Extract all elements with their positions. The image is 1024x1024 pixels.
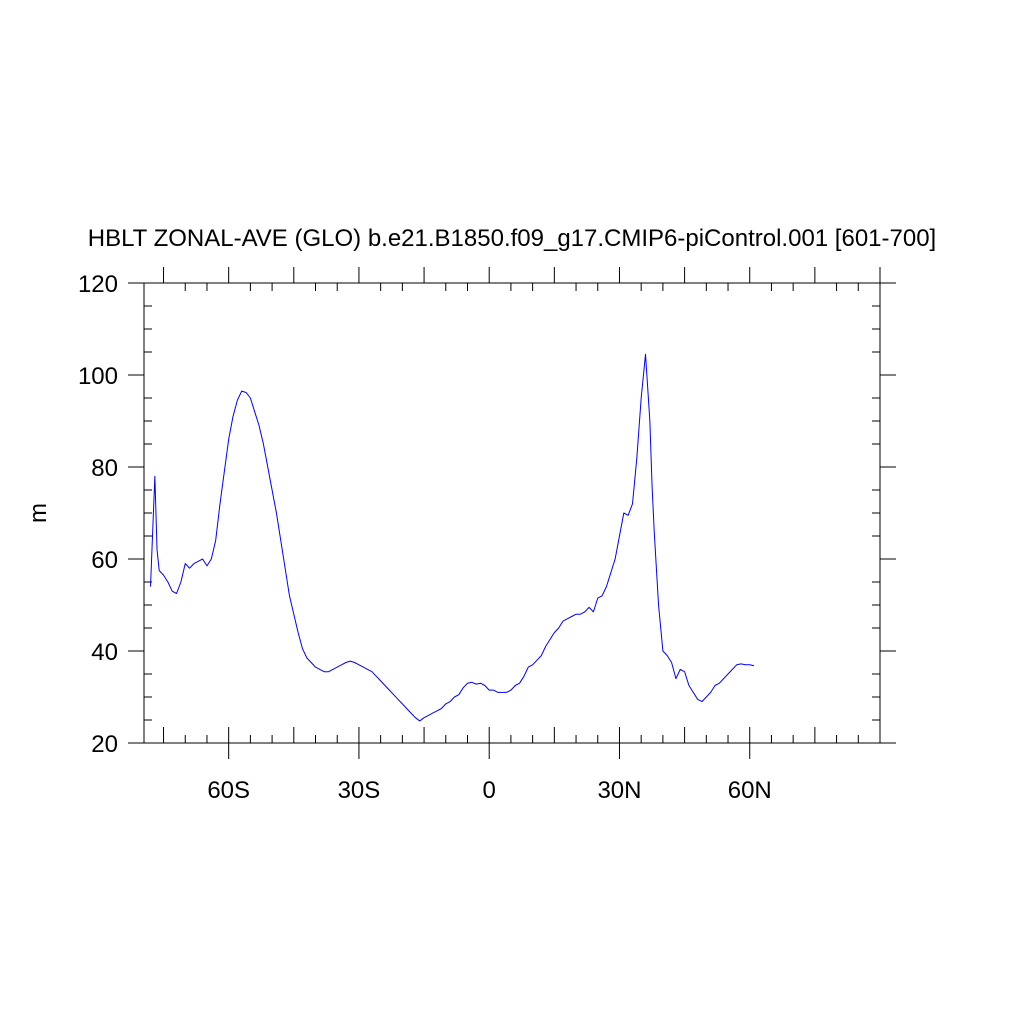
y-tick-label: 20 (91, 731, 118, 758)
x-tick-label: 0 (483, 777, 496, 804)
y-axis-label: m (25, 503, 52, 523)
x-axis-ticks: 60S 30S 0 30N 60N (163, 267, 881, 804)
series-line (150, 353, 755, 722)
y-tick-label: 60 (91, 547, 118, 574)
x-tick-label: 30N (597, 777, 641, 804)
x-tick-label: 60N (728, 777, 772, 804)
x-tick-label: 60S (207, 777, 250, 804)
y-tick-label: 40 (91, 639, 118, 666)
chart-title: HBLT ZONAL-AVE (GLO) b.e21.B1850.f09_g17… (88, 225, 936, 252)
x-tick-label: 30S (338, 777, 381, 804)
y-axis-ticks: 20 40 60 80 100 120 (78, 271, 896, 758)
y-tick-label: 100 (78, 363, 118, 390)
y-tick-label: 80 (91, 455, 118, 482)
y-tick-label: 120 (78, 271, 118, 298)
series-layer (150, 353, 755, 722)
plot-frame (143, 282, 881, 744)
